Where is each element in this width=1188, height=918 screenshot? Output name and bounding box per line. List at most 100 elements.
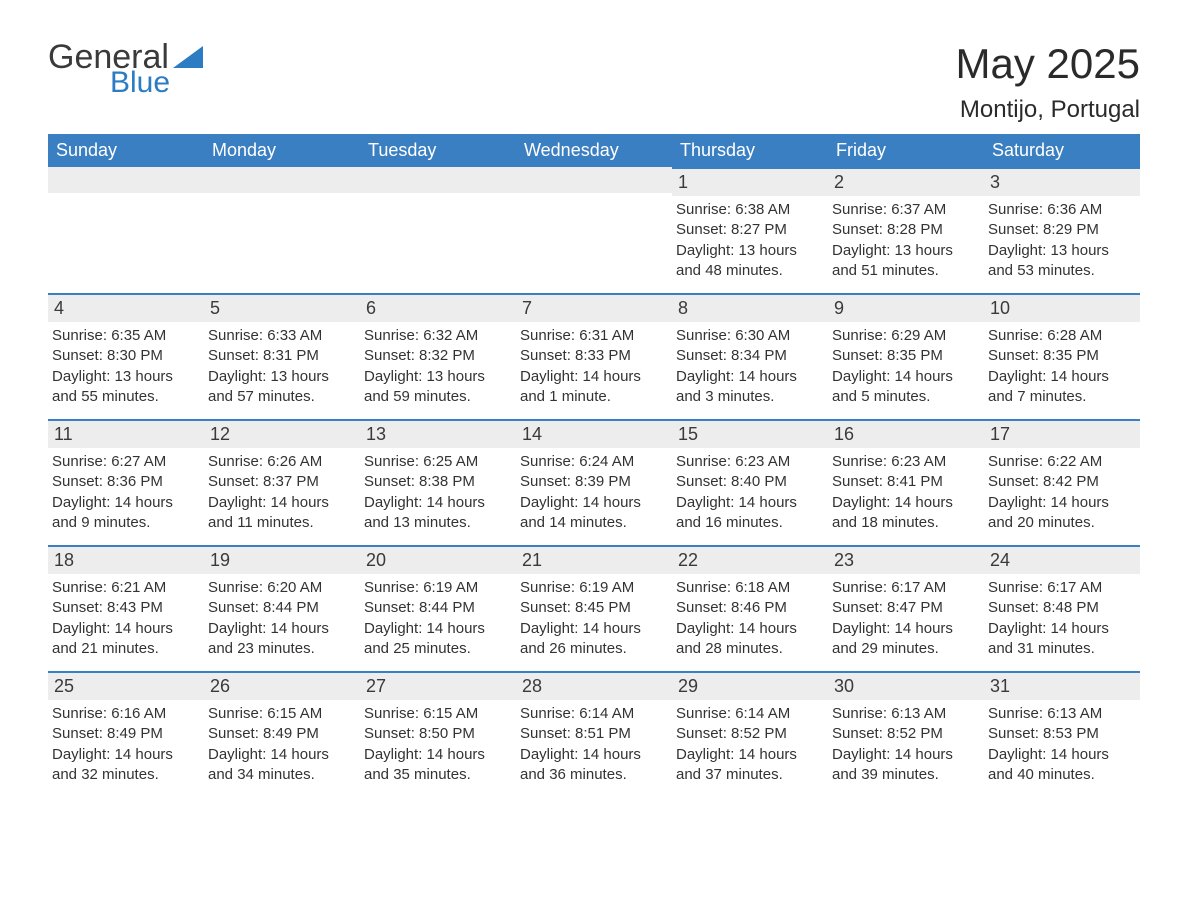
logo-blue-text: Blue (110, 68, 203, 98)
sunset-text: Sunset: 8:36 PM (52, 472, 200, 492)
sunrise-text: Sunrise: 6:23 AM (832, 452, 980, 472)
sunrise-text: Sunrise: 6:15 AM (208, 704, 356, 724)
daylight-text: Daylight: 14 hours and 26 minutes. (520, 619, 668, 660)
day-cell: 19Sunrise: 6:20 AMSunset: 8:44 PMDayligh… (204, 545, 360, 671)
daylight-text: Daylight: 13 hours and 53 minutes. (988, 241, 1136, 282)
day-details: Sunrise: 6:24 AMSunset: 8:39 PMDaylight:… (516, 448, 672, 541)
day-header-tuesday: Tuesday (360, 134, 516, 167)
sunset-text: Sunset: 8:44 PM (208, 598, 356, 618)
weeks-container: 1Sunrise: 6:38 AMSunset: 8:27 PMDaylight… (48, 167, 1140, 797)
day-cell: 29Sunrise: 6:14 AMSunset: 8:52 PMDayligh… (672, 671, 828, 797)
day-details: Sunrise: 6:13 AMSunset: 8:52 PMDaylight:… (828, 700, 984, 793)
day-details: Sunrise: 6:18 AMSunset: 8:46 PMDaylight:… (672, 574, 828, 667)
sunset-text: Sunset: 8:41 PM (832, 472, 980, 492)
sunrise-text: Sunrise: 6:14 AM (520, 704, 668, 724)
sunset-text: Sunset: 8:43 PM (52, 598, 200, 618)
sunrise-text: Sunrise: 6:16 AM (52, 704, 200, 724)
sunrise-text: Sunrise: 6:17 AM (988, 578, 1136, 598)
daylight-text: Daylight: 14 hours and 1 minute. (520, 367, 668, 408)
day-header-saturday: Saturday (984, 134, 1140, 167)
day-number: 23 (828, 545, 984, 574)
day-number: 28 (516, 671, 672, 700)
day-details: Sunrise: 6:14 AMSunset: 8:52 PMDaylight:… (672, 700, 828, 793)
day-cell: 9Sunrise: 6:29 AMSunset: 8:35 PMDaylight… (828, 293, 984, 419)
sunrise-text: Sunrise: 6:22 AM (988, 452, 1136, 472)
day-details: Sunrise: 6:21 AMSunset: 8:43 PMDaylight:… (48, 574, 204, 667)
empty-day-bar (516, 167, 672, 193)
day-details: Sunrise: 6:19 AMSunset: 8:44 PMDaylight:… (360, 574, 516, 667)
day-details: Sunrise: 6:15 AMSunset: 8:49 PMDaylight:… (204, 700, 360, 793)
sunrise-text: Sunrise: 6:19 AM (520, 578, 668, 598)
day-cell: 5Sunrise: 6:33 AMSunset: 8:31 PMDaylight… (204, 293, 360, 419)
day-number: 2 (828, 167, 984, 196)
day-number: 11 (48, 419, 204, 448)
sunrise-text: Sunrise: 6:15 AM (364, 704, 512, 724)
sunset-text: Sunset: 8:39 PM (520, 472, 668, 492)
week-row: 4Sunrise: 6:35 AMSunset: 8:30 PMDaylight… (48, 293, 1140, 419)
day-number: 12 (204, 419, 360, 448)
day-cell: 11Sunrise: 6:27 AMSunset: 8:36 PMDayligh… (48, 419, 204, 545)
daylight-text: Daylight: 13 hours and 59 minutes. (364, 367, 512, 408)
sunset-text: Sunset: 8:48 PM (988, 598, 1136, 618)
day-cell: 28Sunrise: 6:14 AMSunset: 8:51 PMDayligh… (516, 671, 672, 797)
day-cell: 1Sunrise: 6:38 AMSunset: 8:27 PMDaylight… (672, 167, 828, 293)
daylight-text: Daylight: 14 hours and 3 minutes. (676, 367, 824, 408)
sunrise-text: Sunrise: 6:13 AM (832, 704, 980, 724)
day-details: Sunrise: 6:22 AMSunset: 8:42 PMDaylight:… (984, 448, 1140, 541)
day-details: Sunrise: 6:25 AMSunset: 8:38 PMDaylight:… (360, 448, 516, 541)
day-details: Sunrise: 6:14 AMSunset: 8:51 PMDaylight:… (516, 700, 672, 793)
day-details: Sunrise: 6:20 AMSunset: 8:44 PMDaylight:… (204, 574, 360, 667)
daylight-text: Daylight: 14 hours and 5 minutes. (832, 367, 980, 408)
day-number: 5 (204, 293, 360, 322)
day-number: 29 (672, 671, 828, 700)
week-row: 1Sunrise: 6:38 AMSunset: 8:27 PMDaylight… (48, 167, 1140, 293)
sunset-text: Sunset: 8:53 PM (988, 724, 1136, 744)
day-details: Sunrise: 6:28 AMSunset: 8:35 PMDaylight:… (984, 322, 1140, 415)
day-cell: 14Sunrise: 6:24 AMSunset: 8:39 PMDayligh… (516, 419, 672, 545)
daylight-text: Daylight: 14 hours and 21 minutes. (52, 619, 200, 660)
sunrise-text: Sunrise: 6:26 AM (208, 452, 356, 472)
day-cell (516, 167, 672, 293)
sunset-text: Sunset: 8:51 PM (520, 724, 668, 744)
day-cell: 24Sunrise: 6:17 AMSunset: 8:48 PMDayligh… (984, 545, 1140, 671)
day-number: 3 (984, 167, 1140, 196)
sunset-text: Sunset: 8:35 PM (988, 346, 1136, 366)
day-cell: 10Sunrise: 6:28 AMSunset: 8:35 PMDayligh… (984, 293, 1140, 419)
day-cell: 2Sunrise: 6:37 AMSunset: 8:28 PMDaylight… (828, 167, 984, 293)
day-details: Sunrise: 6:26 AMSunset: 8:37 PMDaylight:… (204, 448, 360, 541)
title-block: May 2025 Montijo, Portugal (956, 40, 1140, 124)
day-number: 19 (204, 545, 360, 574)
day-number: 10 (984, 293, 1140, 322)
calendar: SundayMondayTuesdayWednesdayThursdayFrid… (48, 134, 1140, 797)
sunset-text: Sunset: 8:32 PM (364, 346, 512, 366)
sunset-text: Sunset: 8:50 PM (364, 724, 512, 744)
day-number: 26 (204, 671, 360, 700)
day-cell: 21Sunrise: 6:19 AMSunset: 8:45 PMDayligh… (516, 545, 672, 671)
daylight-text: Daylight: 13 hours and 57 minutes. (208, 367, 356, 408)
location-subtitle: Montijo, Portugal (956, 96, 1140, 124)
daylight-text: Daylight: 13 hours and 55 minutes. (52, 367, 200, 408)
sunset-text: Sunset: 8:42 PM (988, 472, 1136, 492)
day-details: Sunrise: 6:17 AMSunset: 8:47 PMDaylight:… (828, 574, 984, 667)
sunrise-text: Sunrise: 6:37 AM (832, 200, 980, 220)
day-details: Sunrise: 6:32 AMSunset: 8:32 PMDaylight:… (360, 322, 516, 415)
day-number: 20 (360, 545, 516, 574)
daylight-text: Daylight: 14 hours and 13 minutes. (364, 493, 512, 534)
sunset-text: Sunset: 8:33 PM (520, 346, 668, 366)
daylight-text: Daylight: 14 hours and 14 minutes. (520, 493, 668, 534)
sunset-text: Sunset: 8:44 PM (364, 598, 512, 618)
sunset-text: Sunset: 8:40 PM (676, 472, 824, 492)
sunrise-text: Sunrise: 6:33 AM (208, 326, 356, 346)
sunset-text: Sunset: 8:49 PM (208, 724, 356, 744)
sunrise-text: Sunrise: 6:36 AM (988, 200, 1136, 220)
logo: General Blue (48, 40, 203, 98)
sunrise-text: Sunrise: 6:23 AM (676, 452, 824, 472)
day-details: Sunrise: 6:30 AMSunset: 8:34 PMDaylight:… (672, 322, 828, 415)
daylight-text: Daylight: 14 hours and 40 minutes. (988, 745, 1136, 786)
day-number: 18 (48, 545, 204, 574)
sunrise-text: Sunrise: 6:27 AM (52, 452, 200, 472)
day-cell: 22Sunrise: 6:18 AMSunset: 8:46 PMDayligh… (672, 545, 828, 671)
sunset-text: Sunset: 8:29 PM (988, 220, 1136, 240)
day-details: Sunrise: 6:16 AMSunset: 8:49 PMDaylight:… (48, 700, 204, 793)
day-header-monday: Monday (204, 134, 360, 167)
